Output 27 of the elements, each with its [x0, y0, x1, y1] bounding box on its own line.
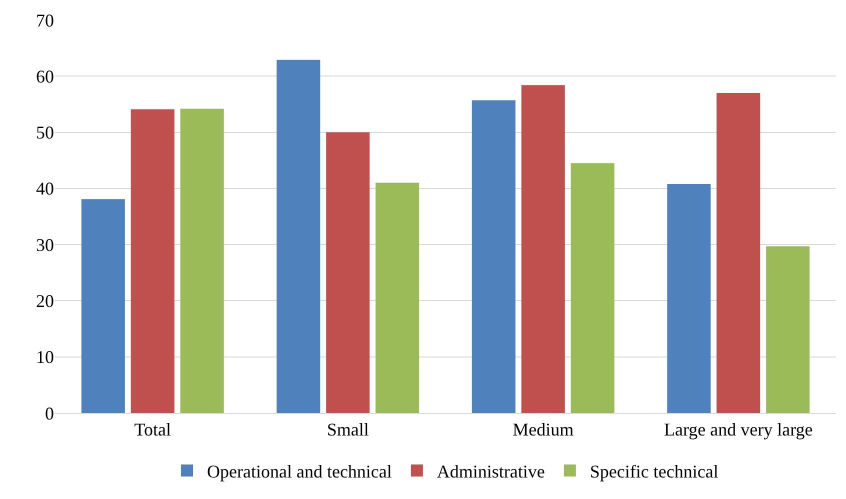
- x-tick-label: Small: [326, 420, 369, 440]
- y-tick-label: 70: [36, 10, 54, 30]
- y-tick-label: 30: [36, 234, 54, 255]
- bar: [130, 109, 174, 413]
- bar: [766, 246, 810, 413]
- legend-label: Specific technical: [590, 462, 718, 482]
- y-tick-label: 40: [36, 178, 54, 199]
- x-tick-label: Large and very large: [664, 420, 813, 440]
- y-tick-label: 0: [45, 403, 54, 424]
- y-tick-label: 50: [36, 122, 54, 143]
- bar: [180, 108, 224, 413]
- y-tick-label: 10: [36, 347, 54, 368]
- bar: [376, 182, 420, 413]
- x-tick-label: Medium: [512, 420, 574, 440]
- legend-label: Operational and technical: [207, 462, 392, 482]
- bar: [276, 60, 320, 413]
- legend-label: Administrative: [436, 462, 545, 482]
- bar: [81, 199, 125, 413]
- bar: [521, 85, 565, 413]
- y-tick-label: 20: [36, 291, 54, 312]
- bar: [667, 184, 711, 413]
- bar: [570, 163, 614, 413]
- bar: [716, 92, 760, 413]
- x-tick-label: Total: [134, 420, 171, 440]
- y-tick-label: 60: [36, 66, 54, 86]
- bar: [326, 132, 370, 413]
- bar: [472, 100, 516, 413]
